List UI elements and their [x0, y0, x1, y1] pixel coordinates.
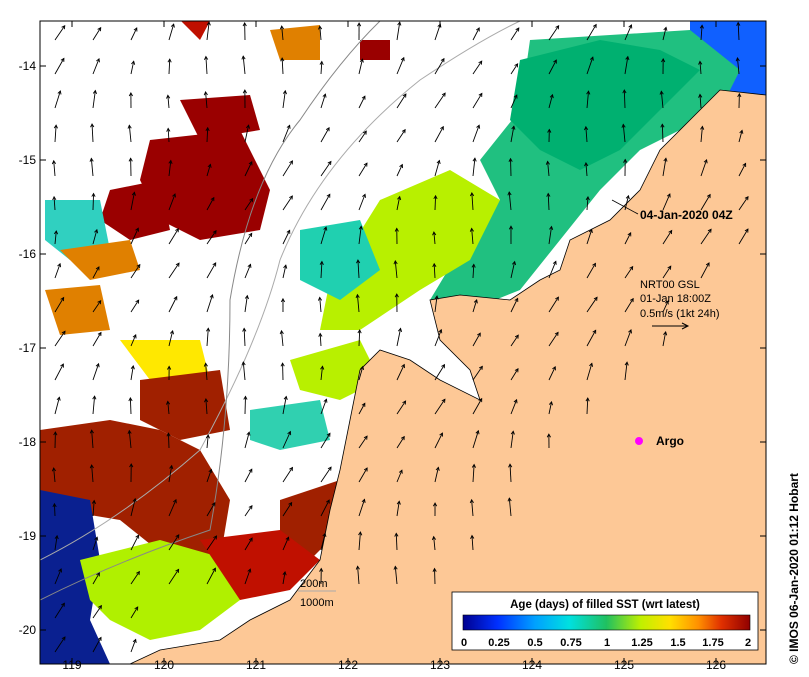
current-info-line2: 01-Jan 18:00Z	[640, 293, 711, 305]
current-arrow	[54, 504, 55, 516]
lon-tick-label: 124	[522, 658, 542, 672]
lon-tick-label: 125	[614, 658, 634, 672]
lat-tick-label: -18	[19, 435, 37, 449]
lat-tick-label: -14	[19, 59, 37, 73]
lon-tick-label: 126	[706, 658, 726, 672]
valid-time-label: 04-Jan-2020 04Z	[640, 208, 733, 222]
colorbar-tick-label: 1.5	[670, 637, 685, 649]
current-arrow	[93, 194, 94, 210]
lat-tick-label: -15	[19, 153, 37, 167]
colorbar-tick-label: 0.25	[488, 637, 509, 649]
plot-area	[40, 20, 766, 664]
colorbar-tick-label: 0.5	[527, 637, 542, 649]
current-info-line1: NRT00 GSL	[640, 279, 700, 291]
colorbar-tick-label: 1.75	[702, 637, 723, 649]
lon-tick-label: 120	[154, 658, 174, 672]
colorbar-tick-label: 2	[745, 637, 751, 649]
argo-label: Argo	[656, 434, 684, 448]
colorbar-tick-label: 1.25	[631, 637, 652, 649]
isobath-label-1000m: 1000m	[300, 597, 334, 609]
colorbar-gradient	[463, 615, 750, 630]
lat-tick-label: -20	[19, 623, 37, 637]
colorbar: Age (days) of filled SST (wrt latest) 0 …	[452, 592, 758, 650]
lat-tick-label: -16	[19, 247, 37, 261]
colorbar-title: Age (days) of filled SST (wrt latest)	[510, 599, 700, 611]
imos-credit: © IMOS 06-Jan-2020 01:12 Hobart	[787, 473, 801, 664]
current-arrow	[168, 433, 169, 448]
lat-tick-label: -19	[19, 529, 37, 543]
current-arrow	[130, 398, 131, 414]
colorbar-tick-label: 0.75	[560, 637, 581, 649]
current-info-line3: 0.5m/s (1kt 24h)	[640, 308, 719, 320]
isobath-label-200m: 200m	[300, 578, 328, 590]
current-arrow	[435, 196, 436, 210]
sst-patch-darkred-4	[360, 40, 390, 60]
lon-tick-label: 122	[338, 658, 358, 672]
lat-tick-label: -17	[19, 341, 37, 355]
colorbar-tick-label: 1	[604, 637, 610, 649]
colorbar-tick-label: 0	[461, 637, 467, 649]
lon-tick-label: 121	[246, 658, 266, 672]
argo-float-marker	[636, 438, 643, 445]
lon-tick-label: 119	[62, 658, 81, 672]
lon-tick-label: 123	[430, 658, 450, 672]
